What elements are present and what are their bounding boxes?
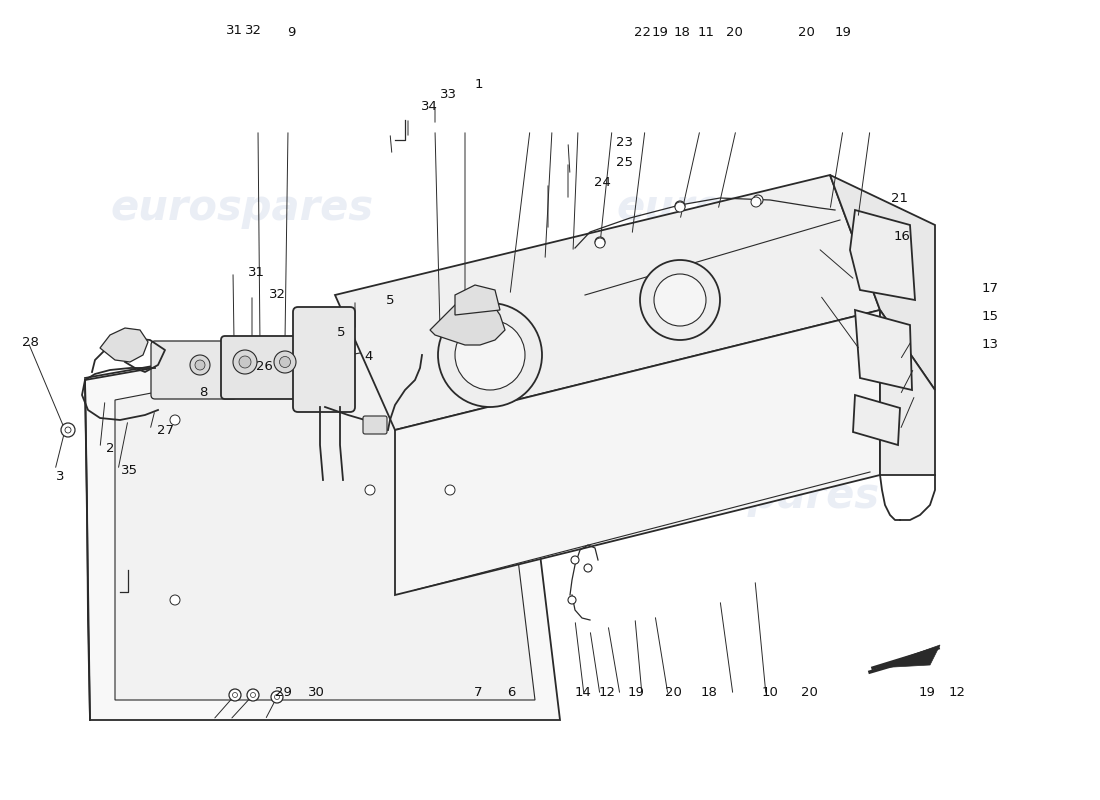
Text: 12: 12 xyxy=(948,686,966,698)
Text: 32: 32 xyxy=(244,24,262,37)
Circle shape xyxy=(65,427,72,433)
Polygon shape xyxy=(852,395,900,445)
Text: eurospares: eurospares xyxy=(616,475,880,517)
Circle shape xyxy=(455,320,525,390)
Text: 19: 19 xyxy=(834,26,851,38)
Text: 9: 9 xyxy=(287,26,296,38)
Text: 5: 5 xyxy=(386,294,395,306)
Text: 6: 6 xyxy=(507,686,516,698)
Circle shape xyxy=(571,556,579,564)
Text: 8: 8 xyxy=(199,386,208,398)
Circle shape xyxy=(568,596,576,604)
Circle shape xyxy=(233,350,257,374)
Circle shape xyxy=(654,274,706,326)
Polygon shape xyxy=(100,328,148,362)
Text: 20: 20 xyxy=(798,26,815,38)
Text: 19: 19 xyxy=(627,686,645,698)
Text: 1: 1 xyxy=(474,78,483,90)
Text: 4: 4 xyxy=(364,350,373,362)
Text: 14: 14 xyxy=(574,686,592,698)
Text: 28: 28 xyxy=(22,336,40,349)
Circle shape xyxy=(274,351,296,373)
Text: 22: 22 xyxy=(634,26,651,38)
Text: 20: 20 xyxy=(726,26,744,38)
Text: 10: 10 xyxy=(761,686,779,698)
Text: 17: 17 xyxy=(981,282,999,294)
Polygon shape xyxy=(430,295,505,345)
Circle shape xyxy=(365,485,375,495)
Text: 20: 20 xyxy=(801,686,818,698)
Text: 31: 31 xyxy=(248,266,265,278)
Text: 23: 23 xyxy=(616,136,634,149)
Circle shape xyxy=(60,423,75,437)
Text: 16: 16 xyxy=(893,230,911,242)
Circle shape xyxy=(640,260,720,340)
Text: 3: 3 xyxy=(56,470,65,482)
Text: 21: 21 xyxy=(891,192,909,205)
Text: eurospares: eurospares xyxy=(110,475,374,517)
Circle shape xyxy=(239,356,251,368)
Circle shape xyxy=(251,693,255,698)
Text: 26: 26 xyxy=(255,360,273,373)
Circle shape xyxy=(675,201,685,211)
Text: 12: 12 xyxy=(598,686,616,698)
Text: 18: 18 xyxy=(673,26,691,38)
Circle shape xyxy=(595,238,605,248)
Circle shape xyxy=(279,357,290,367)
Text: 25: 25 xyxy=(616,156,634,169)
Text: 15: 15 xyxy=(981,310,999,322)
Polygon shape xyxy=(116,328,535,700)
Text: 33: 33 xyxy=(440,88,458,101)
Text: 34: 34 xyxy=(420,100,438,113)
Polygon shape xyxy=(455,285,500,315)
Circle shape xyxy=(751,197,761,207)
Polygon shape xyxy=(336,175,880,430)
Text: 13: 13 xyxy=(981,338,999,350)
Circle shape xyxy=(170,595,180,605)
Text: eurospares: eurospares xyxy=(110,187,374,229)
Polygon shape xyxy=(880,310,935,475)
Circle shape xyxy=(754,195,763,205)
Text: 30: 30 xyxy=(308,686,326,698)
Circle shape xyxy=(232,693,238,698)
Text: 18: 18 xyxy=(701,686,718,698)
Text: 19: 19 xyxy=(918,686,936,698)
Text: 24: 24 xyxy=(594,176,612,189)
Circle shape xyxy=(446,485,455,495)
Text: 31: 31 xyxy=(226,24,243,37)
Text: 27: 27 xyxy=(156,424,174,437)
Text: 20: 20 xyxy=(664,686,682,698)
Circle shape xyxy=(190,355,210,375)
Text: 11: 11 xyxy=(697,26,715,38)
Text: 5: 5 xyxy=(337,326,345,338)
FancyBboxPatch shape xyxy=(221,336,329,399)
Text: 29: 29 xyxy=(275,686,293,698)
Polygon shape xyxy=(874,645,940,668)
Polygon shape xyxy=(395,310,880,595)
Circle shape xyxy=(275,694,279,699)
Text: eurospares: eurospares xyxy=(616,187,880,229)
Circle shape xyxy=(438,303,542,407)
Text: 32: 32 xyxy=(268,288,286,301)
Circle shape xyxy=(229,689,241,701)
Circle shape xyxy=(595,237,605,247)
Text: 7: 7 xyxy=(474,686,483,698)
FancyBboxPatch shape xyxy=(363,416,387,434)
Circle shape xyxy=(584,564,592,572)
Text: 35: 35 xyxy=(121,464,139,477)
Polygon shape xyxy=(85,305,560,720)
Circle shape xyxy=(195,360,205,370)
Circle shape xyxy=(675,202,685,212)
Polygon shape xyxy=(850,210,915,300)
Text: 19: 19 xyxy=(651,26,669,38)
Circle shape xyxy=(170,415,180,425)
Polygon shape xyxy=(830,175,935,390)
Text: 2: 2 xyxy=(106,442,114,454)
Circle shape xyxy=(271,691,283,703)
FancyBboxPatch shape xyxy=(151,341,236,399)
FancyBboxPatch shape xyxy=(293,307,355,412)
Circle shape xyxy=(248,689,258,701)
Polygon shape xyxy=(855,310,912,390)
